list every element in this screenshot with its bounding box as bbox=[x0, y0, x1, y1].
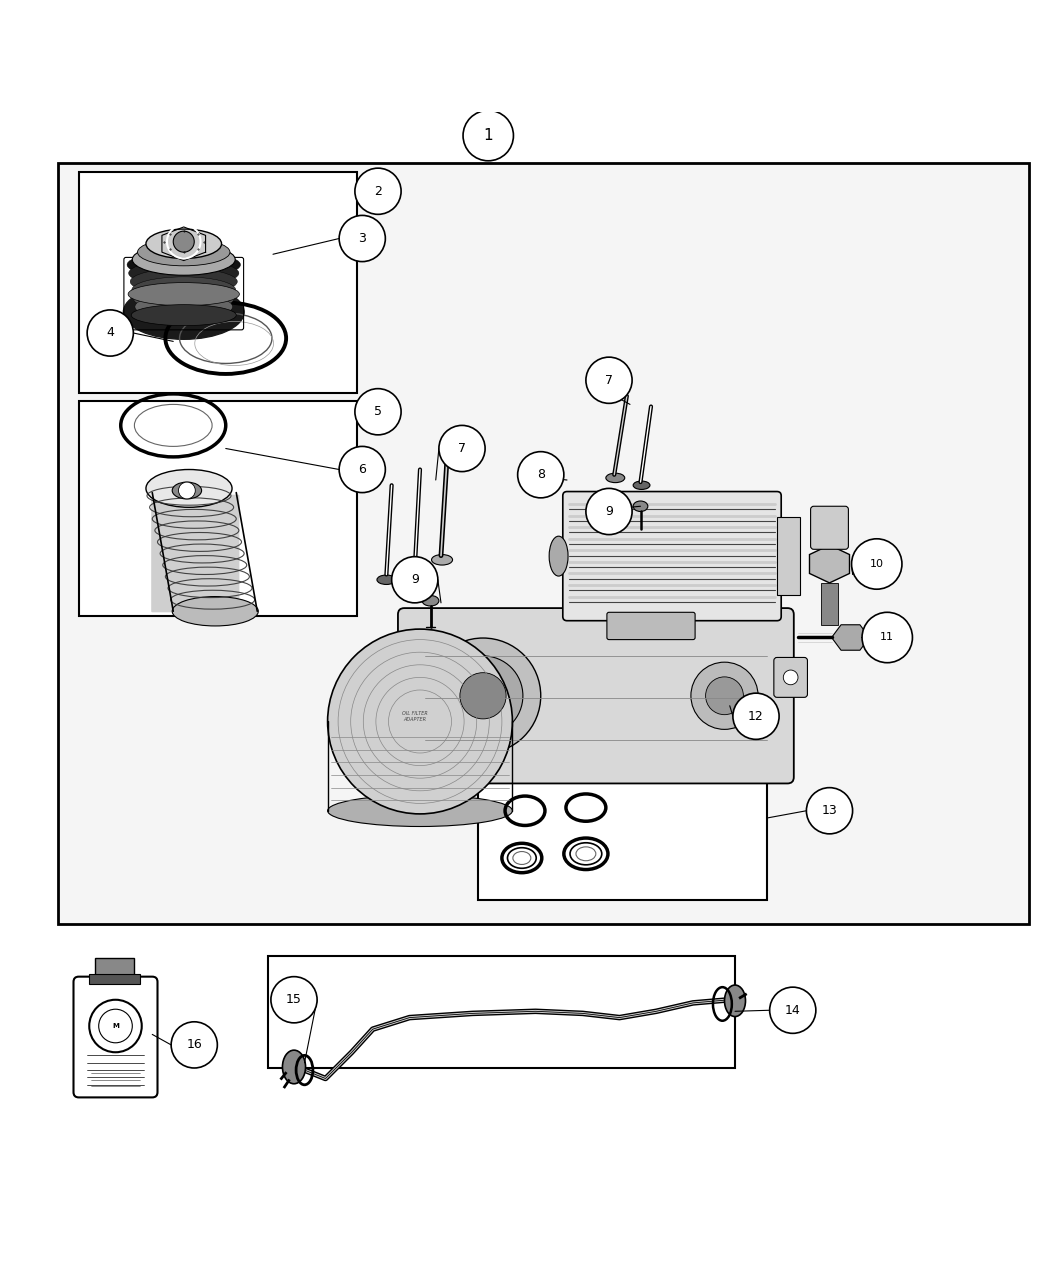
Ellipse shape bbox=[132, 277, 235, 303]
Ellipse shape bbox=[422, 595, 439, 606]
Ellipse shape bbox=[606, 473, 625, 483]
Text: 7: 7 bbox=[605, 374, 613, 386]
FancyBboxPatch shape bbox=[607, 612, 695, 640]
Ellipse shape bbox=[172, 597, 258, 626]
Ellipse shape bbox=[124, 284, 244, 339]
Circle shape bbox=[460, 673, 506, 719]
Bar bbox=[58, 163, 1029, 924]
Text: 5: 5 bbox=[374, 405, 382, 418]
Ellipse shape bbox=[127, 251, 240, 278]
Ellipse shape bbox=[138, 238, 230, 265]
Text: 8: 8 bbox=[537, 468, 545, 481]
Circle shape bbox=[806, 788, 853, 834]
Circle shape bbox=[439, 426, 485, 472]
Circle shape bbox=[852, 539, 902, 589]
FancyBboxPatch shape bbox=[811, 506, 848, 550]
Circle shape bbox=[862, 612, 912, 663]
Circle shape bbox=[706, 677, 743, 715]
Bar bbox=[268, 956, 735, 1068]
Ellipse shape bbox=[146, 469, 232, 507]
Bar bbox=[821, 583, 838, 625]
Ellipse shape bbox=[131, 305, 236, 325]
Circle shape bbox=[271, 977, 317, 1023]
Circle shape bbox=[770, 987, 816, 1033]
Circle shape bbox=[443, 655, 523, 736]
Ellipse shape bbox=[406, 569, 425, 578]
Ellipse shape bbox=[172, 482, 202, 499]
Ellipse shape bbox=[633, 481, 650, 490]
Circle shape bbox=[87, 310, 133, 356]
Text: 3: 3 bbox=[358, 232, 366, 245]
Circle shape bbox=[355, 389, 401, 435]
Text: 9: 9 bbox=[411, 574, 419, 586]
Text: 9: 9 bbox=[605, 505, 613, 518]
Circle shape bbox=[783, 671, 798, 685]
Circle shape bbox=[171, 1021, 217, 1068]
Ellipse shape bbox=[282, 1051, 306, 1084]
Ellipse shape bbox=[130, 269, 237, 295]
Circle shape bbox=[339, 215, 385, 261]
Text: 10: 10 bbox=[869, 558, 884, 569]
Ellipse shape bbox=[549, 537, 568, 576]
Polygon shape bbox=[832, 625, 869, 650]
Ellipse shape bbox=[132, 244, 235, 275]
FancyBboxPatch shape bbox=[398, 608, 794, 783]
FancyBboxPatch shape bbox=[563, 492, 781, 621]
Bar bbox=[777, 516, 800, 595]
FancyBboxPatch shape bbox=[375, 658, 408, 697]
Circle shape bbox=[173, 231, 194, 252]
Ellipse shape bbox=[128, 283, 239, 306]
Circle shape bbox=[178, 482, 195, 499]
Ellipse shape bbox=[633, 501, 648, 511]
Ellipse shape bbox=[724, 986, 746, 1016]
Ellipse shape bbox=[146, 230, 222, 259]
Circle shape bbox=[328, 629, 512, 813]
Circle shape bbox=[733, 694, 779, 739]
Text: 1: 1 bbox=[483, 128, 493, 143]
Circle shape bbox=[586, 357, 632, 403]
Circle shape bbox=[463, 111, 513, 161]
Circle shape bbox=[339, 446, 385, 492]
Text: M: M bbox=[112, 1023, 119, 1029]
Text: 2: 2 bbox=[374, 185, 382, 198]
Text: 12: 12 bbox=[748, 710, 764, 723]
Ellipse shape bbox=[328, 796, 512, 826]
Circle shape bbox=[518, 451, 564, 497]
FancyBboxPatch shape bbox=[74, 977, 158, 1098]
Ellipse shape bbox=[432, 555, 453, 565]
Text: 6: 6 bbox=[358, 463, 366, 476]
Ellipse shape bbox=[134, 293, 233, 320]
Text: 14: 14 bbox=[785, 1003, 800, 1016]
Circle shape bbox=[392, 557, 438, 603]
Ellipse shape bbox=[377, 575, 396, 584]
Polygon shape bbox=[810, 546, 849, 583]
Text: OIL FILTER
ADAPTER: OIL FILTER ADAPTER bbox=[402, 711, 427, 722]
Text: 13: 13 bbox=[821, 805, 838, 817]
Text: 15: 15 bbox=[286, 993, 302, 1006]
Text: 16: 16 bbox=[187, 1038, 202, 1052]
Bar bbox=[478, 779, 766, 900]
Text: 7: 7 bbox=[458, 442, 466, 455]
Text: 11: 11 bbox=[880, 632, 895, 643]
Bar bbox=[94, 958, 134, 977]
Circle shape bbox=[425, 638, 541, 754]
FancyBboxPatch shape bbox=[151, 495, 239, 612]
Ellipse shape bbox=[128, 260, 239, 287]
Bar bbox=[89, 974, 140, 984]
Bar bbox=[79, 402, 357, 617]
Text: 4: 4 bbox=[106, 326, 114, 339]
Circle shape bbox=[355, 168, 401, 214]
FancyBboxPatch shape bbox=[774, 658, 807, 697]
Bar bbox=[79, 172, 357, 393]
Circle shape bbox=[586, 488, 632, 534]
Circle shape bbox=[384, 671, 399, 685]
Circle shape bbox=[691, 662, 758, 729]
Ellipse shape bbox=[133, 286, 234, 311]
